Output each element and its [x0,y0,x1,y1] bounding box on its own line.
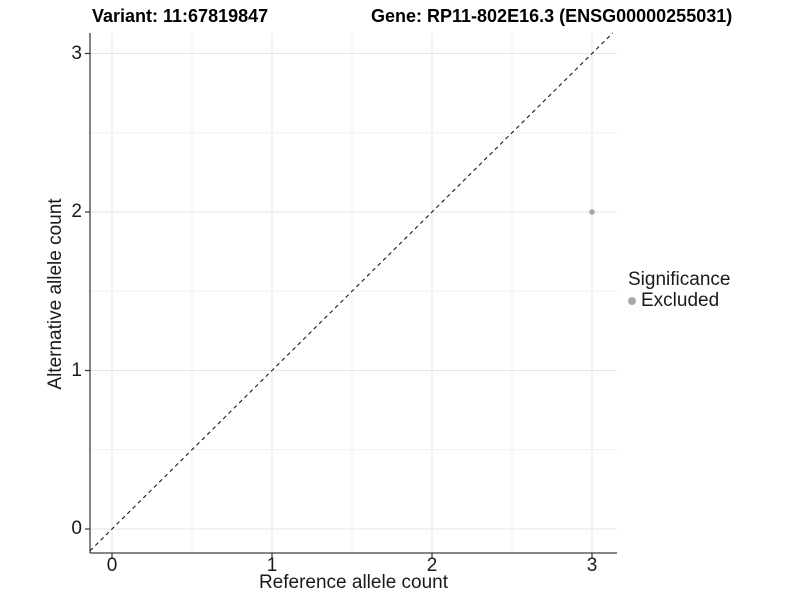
y-tick-label: 3 [71,42,82,64]
identity-reference-line [89,32,614,552]
y-tick-label: 2 [71,201,82,222]
plot-title-variant: Variant: 11:67819847 [92,6,269,26]
x-axis-title: Reference allele count [258,572,449,593]
legend-item-label: Excluded [641,290,720,311]
x-tick-label: 0 [106,555,118,576]
legend-title: Significance [628,269,731,290]
legend-items: Excluded [628,290,730,311]
x-tick-label: 1 [266,555,278,576]
x-tick-label: 3 [586,555,598,576]
x-tick-label: 2 [426,555,438,576]
y-tick-label: 0 [71,518,82,539]
legend-item: Excluded [628,290,730,311]
legend: Significance Excluded [628,269,730,311]
legend-key-dot-icon [628,296,636,305]
data-point [589,209,595,215]
y-tick-label: 1 [71,359,82,381]
y-axis-title: Alternative allele count [45,198,66,390]
plot-title-gene: Gene: RP11-802E16.3 (ENSG00000255031) [371,6,733,26]
